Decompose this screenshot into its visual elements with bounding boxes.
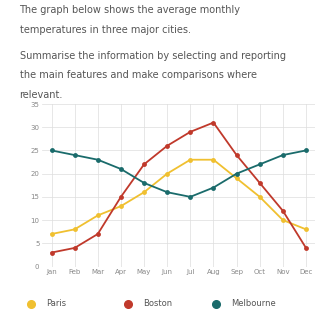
Text: Boston: Boston: [143, 299, 172, 308]
Text: temperatures in three major cities.: temperatures in three major cities.: [20, 25, 190, 35]
Text: The graph below shows the average monthly: The graph below shows the average monthl…: [20, 5, 240, 15]
Text: Melbourne: Melbourne: [231, 299, 276, 308]
Text: Paris: Paris: [46, 299, 67, 308]
Text: the main features and make comparisons where: the main features and make comparisons w…: [20, 70, 256, 80]
Text: relevant.: relevant.: [20, 90, 63, 100]
Text: Summarise the information by selecting and reporting: Summarise the information by selecting a…: [20, 51, 285, 61]
